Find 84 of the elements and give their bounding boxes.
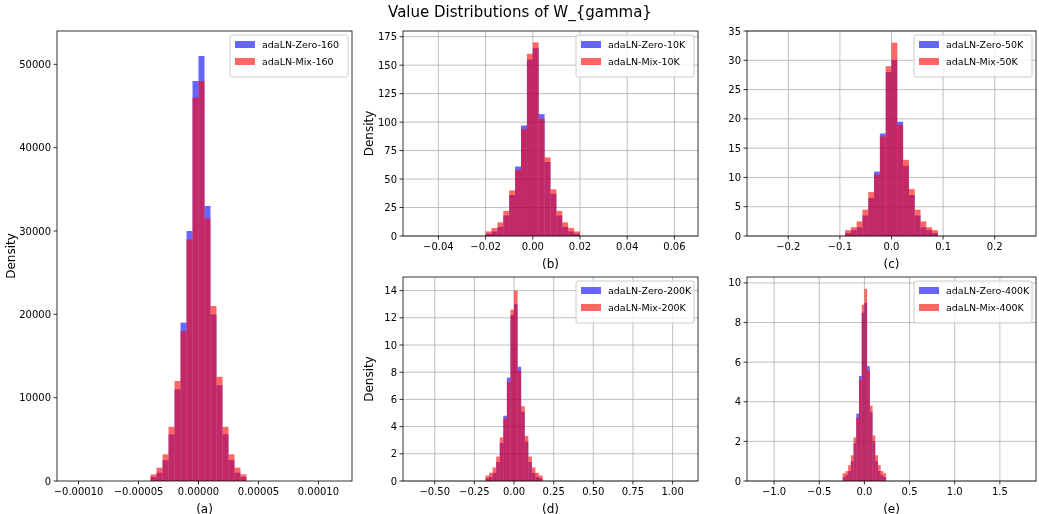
y-tick-label: 30 — [728, 54, 741, 66]
x-tick-label: 0.00010 — [297, 486, 340, 497]
x-tick-label: −0.02 — [470, 241, 501, 252]
x-tick-label: −0.00005 — [113, 486, 164, 497]
y-tick-label: 15 — [728, 142, 741, 154]
y-tick-label: 10 — [384, 339, 397, 351]
y-tick-label: 40000 — [19, 142, 51, 154]
y-tick-label: 2 — [390, 448, 397, 460]
x-tick-label: 0.00000 — [177, 486, 220, 497]
x-tick-label: 0.1 — [935, 241, 952, 252]
y-tick-label: 125 — [377, 88, 397, 100]
x-tick-label: 0.00 — [521, 241, 544, 252]
x-axis-title: (e) — [883, 502, 900, 514]
y-tick-label: 0 — [390, 230, 397, 242]
x-tick-label: 0.0 — [883, 241, 900, 252]
y-tick-label: 75 — [384, 145, 397, 157]
x-tick-label: −0.50 — [419, 486, 451, 497]
x-tick-label: 0.06 — [663, 241, 686, 252]
x-tick-label: 1.00 — [661, 486, 684, 497]
legend-label: adaLN-Mix-200K — [608, 302, 687, 313]
y-tick-label: 20 — [728, 113, 741, 125]
y-tick-label: 35 — [728, 25, 741, 37]
y-axis-title: Density — [362, 110, 376, 157]
y-tick-label: 30000 — [19, 225, 51, 237]
x-tick-label: 1.0 — [946, 486, 963, 497]
legend-label: adaLN-Zero-160 — [262, 39, 340, 50]
x-tick-label: 0.5 — [901, 486, 918, 497]
y-tick-label: 25 — [728, 84, 741, 96]
y-axis-title: Density — [4, 233, 18, 279]
y-tick-label: 8 — [390, 366, 397, 378]
legend-label: adaLN-Zero-200K — [608, 285, 693, 296]
y-tick-label: 150 — [377, 59, 397, 71]
y-tick-label: 6 — [390, 393, 397, 405]
y-tick-label: 20000 — [19, 308, 51, 320]
legend-label: adaLN-Zero-50K — [946, 39, 1025, 50]
y-tick-label: 0 — [734, 475, 741, 487]
x-axis-title: (b) — [542, 257, 559, 271]
x-tick-label: 0.02 — [568, 241, 592, 252]
y-tick-label: 5 — [734, 201, 741, 213]
x-tick-label: 0.50 — [582, 486, 605, 497]
y-tick-label: 25 — [384, 202, 397, 214]
y-tick-label: 4 — [734, 396, 741, 408]
y-tick-label: 14 — [384, 285, 397, 297]
y-tick-label: 10 — [728, 171, 741, 183]
x-tick-label: −0.04 — [423, 241, 454, 252]
y-tick-label: 50000 — [19, 58, 51, 70]
y-tick-label: 175 — [377, 31, 397, 43]
y-tick-label: 0 — [390, 475, 397, 487]
y-tick-label: 100 — [377, 116, 397, 128]
x-tick-label: −0.00010 — [53, 486, 104, 497]
y-tick-label: 4 — [390, 421, 397, 433]
x-tick-label: 0.04 — [616, 241, 639, 252]
y-tick-label: 0 — [734, 230, 741, 242]
legend-label: adaLN-Mix-160 — [262, 56, 334, 67]
y-tick-label: 10000 — [19, 392, 51, 404]
legend-label: adaLN-Mix-50K — [946, 56, 1019, 67]
x-tick-label: 0.0 — [856, 486, 873, 497]
x-tick-label: 0.2 — [986, 241, 1003, 252]
legend-label: adaLN-Zero-10K — [608, 39, 687, 50]
x-axis-title: (d) — [542, 502, 559, 514]
y-axis-title: Density — [362, 356, 376, 402]
y-tick-label: 10 — [728, 277, 741, 289]
y-tick-label: 8 — [734, 317, 741, 329]
legend-label: adaLN-Mix-400K — [946, 302, 1025, 313]
x-tick-label: −0.1 — [827, 241, 853, 252]
y-tick-label: 6 — [734, 356, 741, 368]
x-tick-label: 1.5 — [991, 486, 1008, 497]
x-tick-label: −0.5 — [807, 486, 832, 497]
x-tick-label: −0.25 — [459, 486, 490, 497]
chart-title: Value Distributions of W_{gamma} — [388, 3, 652, 22]
x-tick-label: 0.75 — [621, 486, 645, 497]
x-axis-title: (c) — [883, 257, 900, 271]
x-tick-label: 0.00005 — [237, 486, 280, 497]
y-tick-label: 12 — [384, 312, 397, 324]
x-tick-label: 0.25 — [542, 486, 565, 497]
legend-label: adaLN-Mix-10K — [608, 56, 681, 67]
x-axis-title: (a) — [196, 502, 213, 514]
legend-label: adaLN-Zero-400K — [946, 285, 1031, 296]
x-tick-label: 0.00 — [502, 486, 526, 497]
x-tick-label: −0.2 — [776, 241, 801, 252]
y-tick-label: 0 — [44, 475, 51, 487]
y-tick-label: 2 — [734, 435, 741, 447]
x-tick-label: −1.0 — [761, 486, 787, 497]
y-tick-label: 50 — [384, 173, 397, 185]
